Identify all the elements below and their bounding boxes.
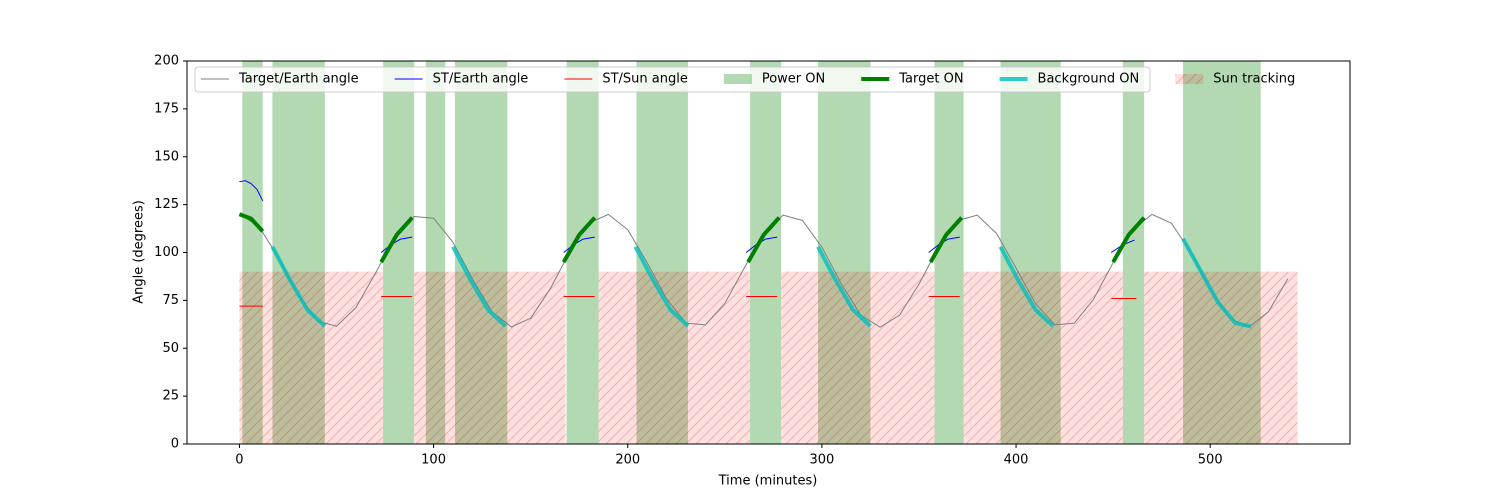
legend-label: ST/Sun angle [602, 72, 688, 87]
span-hatch [1144, 271, 1298, 444]
y-tick-label: 125 [154, 197, 179, 212]
span-hatch [239, 271, 384, 444]
legend-label: ST/Earth angle [433, 72, 529, 87]
span-hatch [781, 271, 935, 444]
y-tick-label: 50 [162, 341, 179, 356]
legend-label: Target/Earth angle [238, 72, 359, 87]
line [238, 212, 1146, 264]
legend-handle-hatch [1175, 74, 1204, 84]
legend-box [194, 66, 1151, 93]
span [1122, 61, 1145, 444]
x-tick-label: 0 [235, 453, 243, 468]
legend: Target/Earth angle ST/Earth angle ST/Sun a… [194, 66, 1295, 93]
x-tick-label: 400 [1004, 453, 1029, 468]
y-tick-label: 150 [154, 149, 179, 164]
x-tick-label: 100 [421, 453, 446, 468]
span-hatch [598, 271, 751, 444]
legend-label: Background ON [1038, 72, 1140, 87]
legend-label: Power ON [762, 72, 825, 87]
line [239, 296, 1137, 307]
x-tick-label: 200 [615, 453, 640, 468]
y-tick-label: 25 [162, 389, 179, 404]
span-hatch [963, 271, 1123, 444]
y-tick-label: 200 [154, 54, 179, 69]
span [566, 61, 599, 444]
x-tick-label: 500 [1198, 453, 1223, 468]
line [270, 237, 1252, 329]
y-tick-label: 100 [154, 245, 179, 260]
span [934, 61, 964, 444]
y-tick-label: 175 [154, 101, 179, 116]
legend-label: Target ON [898, 72, 963, 87]
span-hatch [414, 271, 566, 444]
legend-label: Sun tracking [1213, 72, 1295, 87]
y-axis-label: Angle (degrees) [132, 200, 147, 304]
plot-area [238, 61, 1298, 444]
y-tick-label: 0 [171, 437, 179, 452]
x-axis-label: Time (minutes) [718, 474, 818, 489]
y-tick-label: 75 [162, 293, 179, 308]
x-tick-label: 300 [809, 453, 834, 468]
legend-handle [723, 74, 752, 84]
